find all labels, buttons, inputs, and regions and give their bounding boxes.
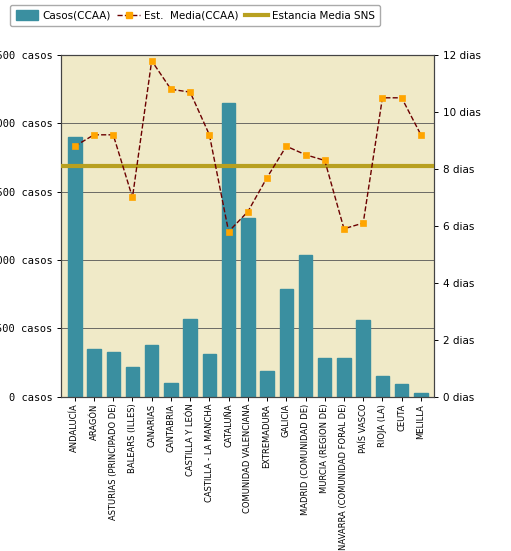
- Bar: [241, 218, 254, 397]
- Bar: [164, 383, 178, 397]
- Bar: [414, 393, 428, 397]
- Bar: [145, 345, 158, 397]
- Bar: [68, 137, 82, 397]
- Bar: [222, 103, 236, 397]
- Bar: [260, 371, 274, 397]
- Bar: [126, 366, 139, 397]
- Bar: [318, 358, 332, 397]
- Bar: [299, 255, 312, 397]
- Bar: [337, 358, 351, 397]
- Bar: [183, 319, 197, 397]
- Bar: [357, 320, 370, 397]
- Bar: [280, 289, 293, 397]
- Bar: [376, 376, 389, 397]
- Bar: [106, 352, 120, 397]
- Bar: [395, 385, 408, 397]
- Bar: [203, 354, 216, 397]
- Legend: Casos(CCAA), Est.  Media(CCAA), Estancia Media SNS: Casos(CCAA), Est. Media(CCAA), Estancia …: [10, 5, 380, 26]
- Bar: [87, 349, 101, 397]
